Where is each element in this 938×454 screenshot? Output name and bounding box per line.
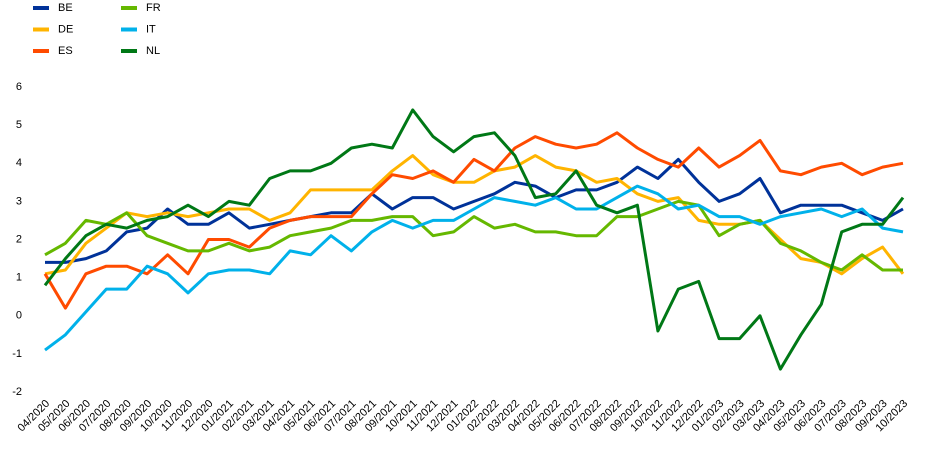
series-line [43, 131, 904, 310]
y-tick-label: 3 [16, 195, 22, 207]
legend-label: BE [58, 2, 73, 14]
legend-label: FR [146, 2, 161, 14]
legend-label: IT [146, 23, 156, 35]
series-line [44, 199, 903, 272]
legend-label: ES [58, 45, 73, 57]
y-tick-label: 5 [16, 119, 22, 131]
series-line [45, 157, 904, 264]
series-line [43, 108, 905, 371]
y-tick-label: 2 [16, 233, 22, 245]
y-tick-label: -2 [12, 386, 22, 398]
legend-label: NL [146, 45, 160, 57]
y-tick-label: 0 [16, 310, 22, 322]
legend-label: DE [58, 23, 73, 35]
y-tick-label: -1 [12, 348, 22, 360]
series-line [44, 184, 904, 352]
y-tick-label: 6 [16, 81, 22, 93]
y-tick-label: 4 [16, 157, 22, 169]
y-tick-label: 1 [16, 272, 22, 284]
